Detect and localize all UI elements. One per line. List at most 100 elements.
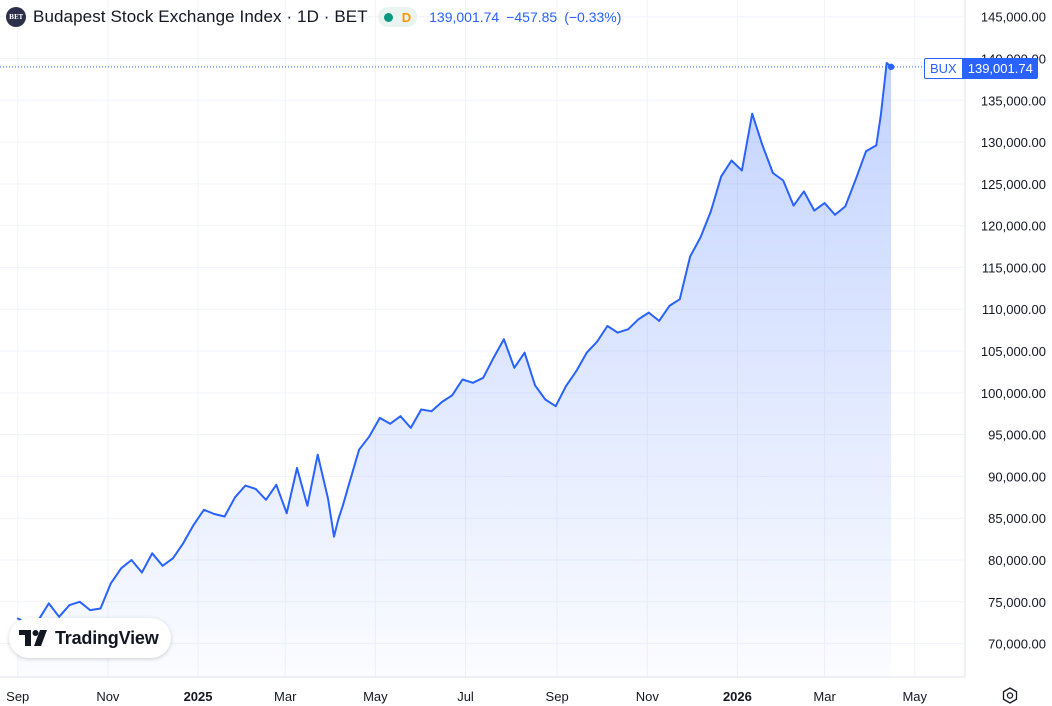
y-tick-label: 120,000.00 — [981, 219, 1046, 234]
y-tick-label: 125,000.00 — [981, 177, 1046, 192]
x-tick-label: Jul — [457, 689, 474, 704]
x-tick-label: May — [363, 689, 388, 704]
y-tick-label: 70,000.00 — [988, 637, 1046, 652]
data-point — [337, 518, 340, 520]
data-point — [347, 483, 350, 486]
data-point — [78, 600, 81, 603]
data-point — [885, 62, 888, 64]
data-point — [792, 204, 795, 207]
y-tick-label: 100,000.00 — [981, 386, 1046, 401]
data-point — [275, 483, 278, 486]
data-point — [761, 144, 764, 147]
data-point — [803, 190, 805, 193]
y-tick-label: 135,000.00 — [981, 93, 1046, 108]
symbol-title[interactable]: Budapest Stock Exchange Index · 1D · BET — [33, 7, 368, 26]
y-tick-label: 145,000.00 — [981, 10, 1046, 25]
data-point — [637, 318, 640, 321]
data-point — [99, 607, 102, 610]
data-point — [265, 498, 267, 501]
legend-values: 139,001.74 −457.85 (−0.33%) — [429, 9, 628, 25]
data-point — [503, 338, 505, 341]
data-point — [813, 209, 816, 212]
data-point — [720, 175, 723, 178]
x-tick-label: May — [902, 689, 927, 704]
data-point — [151, 552, 154, 555]
data-point — [420, 408, 423, 411]
y-tick-label: 95,000.00 — [988, 428, 1046, 443]
last-price-symbol: BUX — [924, 58, 963, 79]
data-point — [47, 602, 50, 605]
data-point — [854, 178, 857, 181]
data-point — [741, 169, 743, 172]
data-point — [472, 381, 474, 384]
data-point — [658, 320, 660, 322]
data-point — [534, 384, 536, 387]
data-point — [596, 340, 598, 343]
data-point — [544, 398, 547, 401]
data-point — [120, 567, 123, 570]
settings-gear-icon[interactable] — [1000, 686, 1020, 706]
data-point — [203, 508, 205, 511]
data-point — [161, 564, 164, 567]
data-point — [782, 179, 785, 182]
data-point — [358, 448, 360, 451]
y-tick-label: 110,000.00 — [982, 302, 1046, 317]
data-point — [451, 394, 454, 397]
data-point — [879, 114, 882, 117]
data-point — [865, 150, 867, 153]
data-point — [554, 405, 557, 408]
data-point — [68, 604, 71, 606]
data-point — [109, 582, 112, 585]
data-point — [647, 311, 650, 314]
tradingview-logo[interactable]: TradingView — [9, 618, 171, 658]
data-point — [627, 328, 629, 331]
data-point — [130, 559, 133, 561]
tradingview-mark-icon — [19, 630, 49, 646]
market-status[interactable]: D — [377, 7, 418, 27]
data-point — [875, 144, 878, 147]
data-point — [565, 385, 567, 387]
last-point-marker — [887, 63, 895, 71]
data-point — [606, 325, 609, 327]
data-point — [513, 366, 516, 369]
x-tick-label: Sep — [546, 689, 569, 704]
price-change: −457.85 — [506, 9, 558, 25]
x-tick-label: Nov — [636, 689, 660, 704]
data-point — [678, 298, 681, 301]
data-point — [141, 571, 143, 574]
data-point — [234, 496, 236, 499]
market-open-dot-icon — [383, 12, 393, 22]
data-point — [16, 617, 19, 620]
delayed-data-badge: D — [401, 9, 412, 25]
data-point — [58, 615, 60, 618]
data-point — [409, 427, 412, 429]
data-point — [389, 422, 391, 425]
data-point — [327, 498, 329, 500]
data-point — [730, 159, 733, 162]
data-point — [689, 255, 691, 258]
data-point — [523, 351, 526, 354]
data-point — [844, 205, 847, 208]
x-tick-label: Nov — [96, 689, 120, 704]
x-tick-label: Sep — [6, 689, 29, 704]
data-point — [296, 467, 298, 469]
data-point — [213, 513, 216, 515]
x-tick-label: Mar — [274, 689, 297, 704]
y-tick-label: 80,000.00 — [988, 553, 1046, 568]
data-point — [254, 488, 257, 490]
last-price-value: 139,001.74 — [962, 58, 1038, 79]
data-point — [461, 378, 464, 381]
data-point — [223, 515, 226, 518]
data-point — [441, 401, 443, 403]
data-point — [492, 356, 495, 359]
series-area — [17, 63, 892, 677]
y-tick-label: 90,000.00 — [988, 469, 1046, 484]
exchange-logo: BET — [6, 7, 26, 27]
y-tick-label: 85,000.00 — [988, 511, 1046, 526]
last-price: 139,001.74 — [429, 9, 500, 25]
data-point — [430, 410, 433, 413]
data-point — [182, 542, 185, 545]
data-point — [244, 484, 247, 487]
data-point — [316, 453, 319, 456]
